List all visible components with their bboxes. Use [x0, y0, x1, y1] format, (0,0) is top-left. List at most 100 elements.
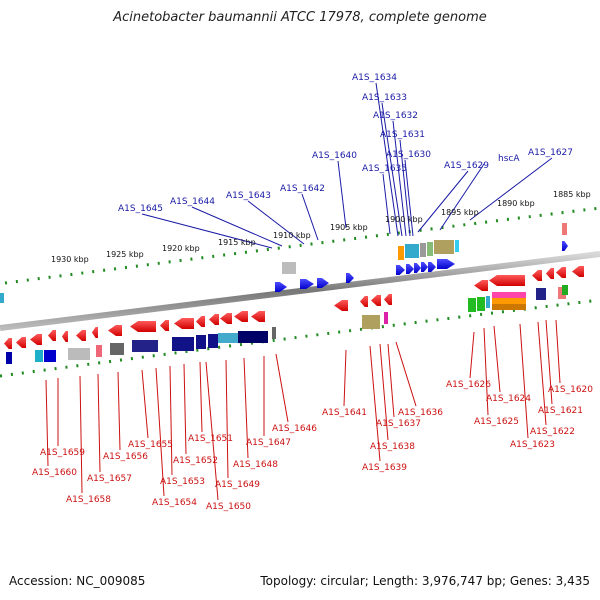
gene-label: A1S_1635 [362, 164, 407, 174]
leader-line [399, 139, 411, 237]
forward-gene-arrow [414, 263, 421, 273]
gene-domain-block [218, 333, 238, 343]
gene-label: A1S_1631 [380, 130, 425, 140]
kbp-tick-label: 1905 kbp [330, 223, 368, 232]
gene-labels: hscA A1S_1627 A1S_1629 A1S_1630 A1S_1631 A1S_… [32, 73, 593, 512]
gene-label: A1S_1638 [370, 442, 415, 452]
reverse-gene-arrow [30, 334, 42, 345]
gene-domain-block [492, 304, 526, 310]
gene-domain-block [68, 348, 90, 360]
gene-label: A1S_1657 [87, 474, 132, 484]
forward-gene-arrow [317, 278, 329, 288]
forward-gene-arrow [396, 265, 405, 275]
gene-domain-block [562, 223, 567, 235]
gene-domain-block [486, 296, 490, 308]
reverse-gene-arrow [360, 296, 368, 307]
kbp-tick-label: 1915 kbp [218, 238, 256, 247]
gene-domain-block [44, 350, 56, 362]
gene-label: A1S_1620 [548, 385, 593, 395]
reverse-gene-arrow [334, 300, 348, 311]
gene-label: A1S_1623 [510, 440, 555, 450]
gene-domain-block [492, 298, 526, 304]
leader-line [275, 353, 289, 423]
leader-line [79, 375, 83, 494]
gene-label: A1S_1647 [246, 438, 291, 448]
gene-label: A1S_1652 [173, 456, 218, 466]
leader-line [519, 323, 529, 439]
leader-line [392, 120, 407, 237]
map-title: Acinetobacter baumannii ATCC 17978, comp… [113, 10, 487, 25]
leader-line [381, 102, 403, 237]
reverse-gene-arrow [4, 338, 12, 349]
gene-label: A1S_1626 [446, 380, 491, 390]
gene-label: A1S_1653 [160, 477, 205, 487]
reverse-gene-arrow [92, 327, 98, 338]
leader-line [395, 341, 417, 407]
leader-line [404, 159, 414, 237]
leader-line [225, 359, 229, 479]
kbp-tick-label: 1895 kbp [441, 208, 479, 217]
gene-domain-block [35, 350, 43, 362]
reverse-gene-arrow [474, 280, 488, 291]
gene-label: A1S_1659 [40, 448, 85, 458]
gene-label: A1S_1642 [280, 184, 325, 194]
leader-line [343, 349, 347, 407]
gene-domain-block [0, 293, 4, 303]
leader-line [469, 157, 553, 221]
leader-line [469, 331, 475, 379]
leader-line [417, 170, 469, 233]
reverse-gene-arrow [174, 318, 194, 329]
gene-label: A1S_1645 [118, 204, 163, 214]
leader-line [183, 363, 187, 455]
kbp-tick-label: 1925 kbp [106, 250, 144, 259]
gene-label: A1S_1649 [215, 480, 260, 490]
genome-backbone [0, 251, 600, 331]
gene-domain-block [492, 292, 526, 298]
lower-tick-track [0, 298, 600, 378]
reverse-gene-arrow [234, 311, 248, 322]
gene-label: A1S_1621 [538, 406, 583, 416]
leader-line [205, 361, 219, 501]
gene-label: A1S_1639 [362, 463, 407, 473]
kbp-tick-label: 1930 kbp [51, 255, 89, 264]
leader-line [493, 325, 501, 393]
gene-label: A1S_1643 [226, 191, 271, 201]
gene-domain-block [132, 340, 158, 352]
gene-label: A1S_1622 [530, 427, 575, 437]
reverse-gene-arrow [130, 321, 156, 332]
reverse-gene-arrow [62, 331, 68, 342]
forward-gene-arrow [275, 282, 287, 292]
gene-domain-block [362, 315, 380, 329]
forward-gene-arrow [421, 262, 428, 272]
leader-line [199, 361, 203, 433]
leader-line [375, 82, 399, 237]
gene-label: A1S_1637 [376, 419, 421, 429]
leader-line [301, 193, 319, 241]
gene-domain-block [208, 334, 218, 348]
label-leaders [45, 82, 561, 501]
reverse-gene-arrow [160, 320, 169, 331]
kbp-tick-label: 1920 kbp [162, 244, 200, 253]
reverse-gene-arrow [371, 295, 381, 306]
reverse-gene-arrow [251, 311, 265, 322]
leader-line [545, 319, 553, 405]
gene-label: A1S_1640 [312, 151, 357, 161]
reverse-gene-arrow [532, 270, 542, 281]
topology-text: Topology: circular; Length: 3,976,747 bp… [260, 574, 590, 588]
gene-label: A1S_1650 [206, 502, 251, 512]
gene-label: A1S_1630 [386, 150, 431, 160]
gene-label: A1S_1648 [233, 460, 278, 470]
gene-label: A1S_1624 [486, 394, 531, 404]
leader-line [155, 367, 165, 497]
kbp-tick-label: 1910 kbp [273, 231, 311, 240]
kbp-tick-label: 1890 kbp [497, 199, 535, 208]
leader-line [439, 163, 485, 231]
gene-domain-block [477, 297, 485, 311]
gene-domain-block [398, 246, 404, 260]
kbp-tick-label: 1900 kbp [385, 215, 423, 224]
reverse-gene-arrow [209, 314, 219, 325]
forward-gene-arrow [437, 259, 455, 269]
gene-label: A1S_1641 [322, 408, 367, 418]
gene-domain-block [384, 312, 388, 324]
